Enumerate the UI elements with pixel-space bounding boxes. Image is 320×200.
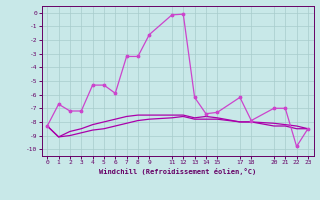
X-axis label: Windchill (Refroidissement éolien,°C): Windchill (Refroidissement éolien,°C) (99, 168, 256, 175)
